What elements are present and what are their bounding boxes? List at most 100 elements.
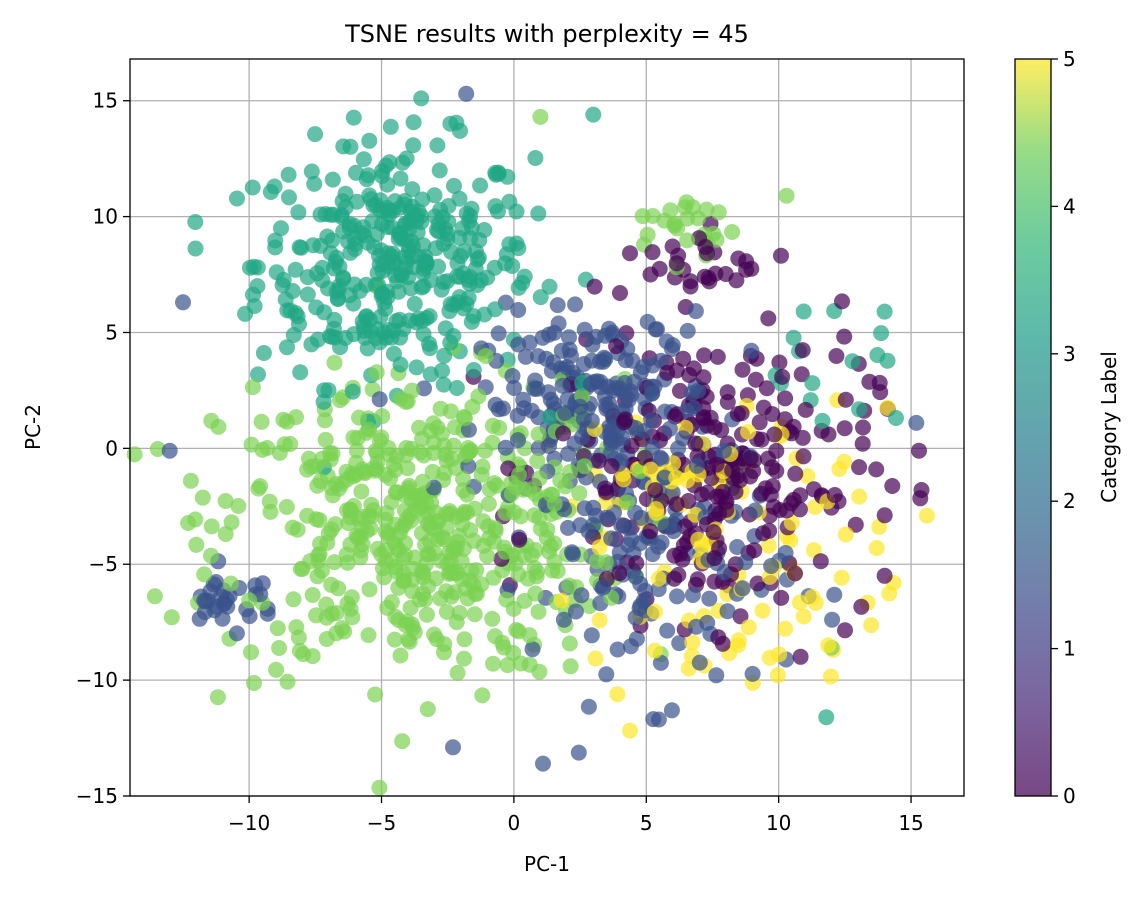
data-point	[456, 650, 472, 667]
data-point	[371, 779, 388, 796]
data-point	[149, 441, 166, 457]
data-point	[453, 553, 470, 570]
data-point	[182, 472, 199, 489]
data-point	[613, 517, 630, 534]
data-point	[541, 409, 558, 426]
data-point	[405, 137, 422, 154]
data-point	[851, 488, 868, 505]
data-point	[271, 444, 288, 461]
data-point	[695, 369, 712, 386]
data-point	[403, 203, 419, 220]
data-point	[382, 447, 399, 463]
data-point	[666, 570, 683, 587]
data-point	[414, 191, 431, 208]
data-point	[465, 362, 482, 378]
data-point	[304, 587, 321, 603]
data-point	[591, 539, 608, 556]
data-point	[209, 689, 226, 706]
data-point	[320, 280, 336, 297]
data-point	[250, 480, 267, 497]
data-point	[400, 631, 417, 648]
data-point	[662, 202, 679, 219]
data-point	[583, 627, 600, 644]
data-point	[541, 278, 558, 295]
data-point	[370, 276, 386, 293]
data-point	[713, 422, 730, 439]
data-point	[161, 442, 178, 459]
data-point	[458, 446, 475, 463]
data-point	[663, 702, 680, 719]
data-point	[413, 90, 430, 107]
colorbar-ticks: 0 1 2 3 4 5	[1051, 47, 1076, 808]
data-point	[342, 600, 359, 617]
data-point	[397, 616, 414, 633]
data-point	[354, 536, 371, 553]
data-point	[217, 493, 234, 509]
data-point	[530, 409, 547, 426]
data-point	[766, 426, 783, 443]
data-point	[466, 606, 483, 623]
data-point	[316, 412, 333, 429]
data-point	[734, 361, 751, 378]
data-point	[765, 498, 782, 515]
data-point	[851, 459, 868, 476]
data-point	[754, 602, 771, 619]
data-point	[374, 163, 390, 180]
data-point	[417, 591, 433, 608]
data-point	[792, 648, 809, 665]
data-point	[322, 245, 339, 262]
data-point	[229, 190, 245, 207]
data-point	[669, 220, 686, 237]
data-point	[348, 442, 365, 459]
x-tick-label: 15	[898, 811, 923, 835]
data-point	[315, 393, 332, 410]
data-point	[573, 587, 590, 604]
data-point	[477, 348, 494, 364]
data-point	[451, 190, 468, 207]
data-point	[394, 154, 411, 171]
colorbar-label: Category Label	[1097, 351, 1121, 503]
data-point	[475, 513, 492, 530]
data-points	[126, 85, 935, 796]
data-point	[760, 450, 776, 467]
data-point	[567, 603, 584, 620]
data-point	[477, 442, 493, 459]
data-point	[439, 273, 456, 290]
data-point	[404, 583, 421, 600]
data-point	[327, 329, 343, 346]
colorbar	[1014, 58, 1052, 797]
data-point	[812, 553, 829, 570]
data-point	[146, 588, 163, 605]
data-point	[387, 484, 404, 501]
data-point	[431, 162, 448, 179]
data-point	[349, 430, 366, 447]
data-point	[438, 603, 455, 620]
data-point	[351, 409, 367, 426]
data-point	[250, 366, 266, 383]
data-point	[273, 220, 289, 237]
data-point	[831, 461, 848, 477]
data-point	[334, 620, 351, 637]
data-point	[701, 590, 718, 607]
data-point	[299, 461, 316, 478]
data-point	[324, 487, 341, 504]
data-point	[395, 565, 412, 582]
data-point	[918, 507, 935, 524]
data-point	[429, 222, 445, 238]
data-point	[782, 532, 799, 549]
data-point	[360, 421, 377, 438]
data-point	[571, 485, 588, 502]
data-point	[408, 488, 425, 504]
data-point	[804, 375, 821, 392]
data-point	[876, 303, 893, 320]
data-point	[299, 286, 316, 303]
data-point	[527, 150, 544, 166]
data-point	[661, 420, 678, 437]
data-point	[532, 289, 549, 306]
x-tick-label: 0	[508, 811, 521, 835]
data-point	[345, 295, 362, 312]
data-point	[361, 132, 378, 149]
data-point	[387, 461, 404, 478]
data-point	[681, 367, 698, 383]
data-point	[622, 638, 639, 655]
